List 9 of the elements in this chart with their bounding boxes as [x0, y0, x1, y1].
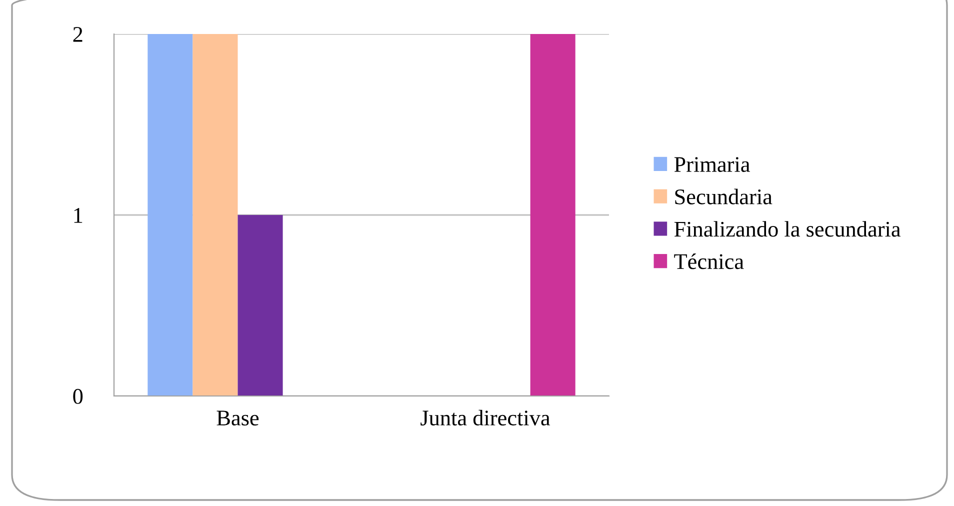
y-tick-label: 0 [73, 388, 83, 404]
legend-label: Secundaria [675, 188, 772, 204]
legend-label: Finalizando la secundaria [674, 221, 901, 237]
legend-label: Primaria [674, 157, 750, 172]
legend-label: Técnica [674, 253, 744, 270]
x-tick-label: Base [216, 410, 259, 426]
x-tick-label: Junta directiva [420, 410, 550, 426]
y-tick-label: 1 [74, 208, 82, 223]
y-tick-label: 2 [73, 26, 82, 42]
